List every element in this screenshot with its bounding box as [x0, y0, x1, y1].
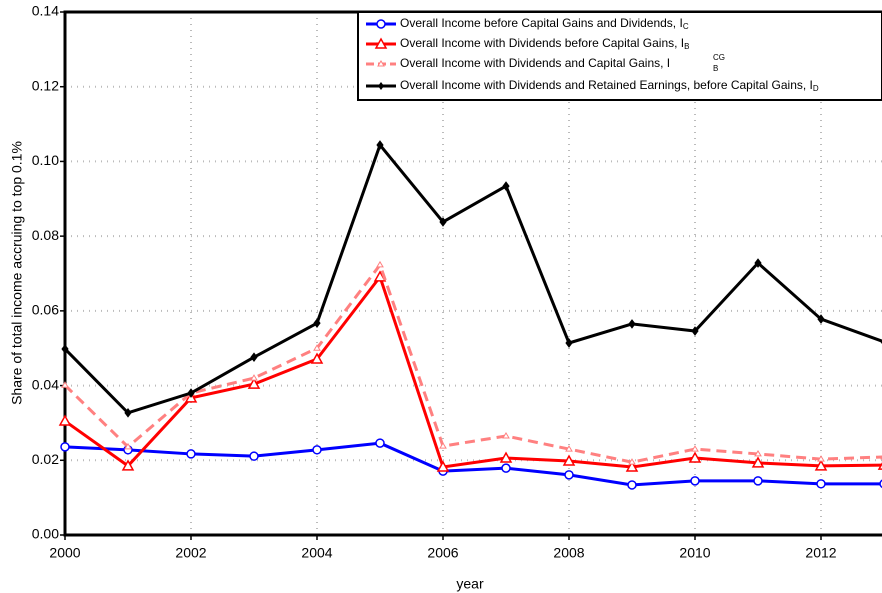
- legend: Overall Income before Capital Gains and …: [357, 11, 882, 101]
- y-tick-label: 0.10: [32, 152, 59, 168]
- y-tick-label: 0.14: [32, 3, 59, 19]
- marker: [625, 460, 639, 472]
- marker: [691, 326, 699, 336]
- x-tick-label: 2012: [805, 545, 836, 561]
- marker: [124, 442, 132, 450]
- y-axis-label: Share of total income accruing to top 0.…: [9, 141, 25, 405]
- legend-text: Overall Income before Capital Gains and …: [400, 16, 683, 30]
- marker: [376, 260, 384, 268]
- legend-text: Overall Income with Dividends and Retain…: [400, 78, 813, 92]
- marker: [310, 352, 324, 364]
- y-tick-label: 0.08: [32, 227, 59, 243]
- y-tick-label: 0.02: [32, 451, 59, 467]
- legend-label: Overall Income with Dividends and Capita…: [400, 53, 725, 73]
- x-tick-label: 2000: [49, 545, 80, 561]
- marker: [814, 459, 828, 471]
- legend-glyph: [377, 60, 385, 67]
- x-axis-label: year: [456, 576, 484, 592]
- marker: [502, 432, 510, 439]
- legend-label: Overall Income with Dividends and Retain…: [400, 78, 819, 93]
- marker: [61, 381, 69, 388]
- marker: [313, 318, 321, 329]
- marker: [58, 414, 72, 426]
- y-tick-label: 0.06: [32, 302, 59, 318]
- series-line: [64, 273, 882, 469]
- y-tick-label: 0.00: [32, 526, 59, 542]
- marker: [60, 442, 70, 452]
- x-tick-label: 2004: [301, 545, 332, 561]
- marker: [691, 445, 699, 452]
- marker: [312, 445, 322, 455]
- marker: [499, 451, 513, 463]
- legend-marker: [377, 60, 385, 67]
- marker: [753, 476, 763, 486]
- marker: [439, 217, 447, 227]
- marker: [754, 449, 762, 457]
- legend-text: Overall Income with Dividends and Capita…: [400, 56, 670, 70]
- marker: [250, 374, 258, 381]
- legend-glyph: [378, 82, 384, 90]
- marker: [247, 377, 261, 389]
- legend-marker: [376, 19, 386, 29]
- marker: [439, 442, 447, 449]
- legend-marker: [374, 37, 388, 49]
- x-tick-label: 2010: [679, 545, 710, 561]
- marker: [690, 476, 700, 486]
- marker: [565, 338, 573, 348]
- legend-text: Overall Income with Dividends before Cap…: [400, 36, 684, 50]
- marker: [121, 459, 135, 471]
- marker: [628, 458, 636, 465]
- series-line: [63, 141, 882, 415]
- marker: [250, 352, 258, 363]
- marker: [376, 140, 384, 150]
- legend-glyph: [374, 37, 388, 49]
- legend-box: [357, 11, 882, 101]
- legend-sub: C: [683, 22, 689, 31]
- marker: [564, 470, 574, 480]
- marker: [502, 181, 510, 191]
- marker: [501, 463, 511, 473]
- marker: [754, 258, 762, 268]
- marker: [565, 445, 573, 452]
- marker: [436, 460, 450, 472]
- legend-sub: D: [813, 84, 819, 93]
- marker: [751, 456, 765, 468]
- marker: [313, 344, 321, 351]
- x-tick-label: 2002: [175, 545, 206, 561]
- legend-label: Overall Income before Capital Gains and …: [400, 16, 689, 31]
- marker: [817, 455, 825, 462]
- marker: [187, 388, 195, 398]
- y-tick-label: 0.12: [32, 77, 59, 93]
- marker: [627, 480, 637, 490]
- marker: [61, 344, 69, 354]
- marker: [628, 319, 636, 329]
- marker: [249, 451, 259, 461]
- legend-sub: B: [684, 42, 689, 51]
- legend-label: Overall Income with Dividends before Cap…: [400, 36, 689, 51]
- marker: [562, 454, 576, 466]
- x-tick-label: 2008: [553, 545, 584, 561]
- marker: [817, 314, 825, 324]
- marker: [186, 449, 196, 459]
- x-tick-label: 2006: [427, 545, 458, 561]
- marker: [688, 451, 702, 463]
- y-tick-label: 0.04: [32, 376, 59, 392]
- series-line: [63, 261, 882, 464]
- marker: [816, 479, 826, 489]
- legend-sup: CG: [713, 53, 725, 62]
- legend-glyph: [376, 19, 386, 29]
- marker: [124, 408, 132, 418]
- series-line: [64, 441, 882, 487]
- legend-sub: B: [713, 64, 718, 73]
- marker: [375, 438, 385, 448]
- legend-marker: [378, 82, 384, 90]
